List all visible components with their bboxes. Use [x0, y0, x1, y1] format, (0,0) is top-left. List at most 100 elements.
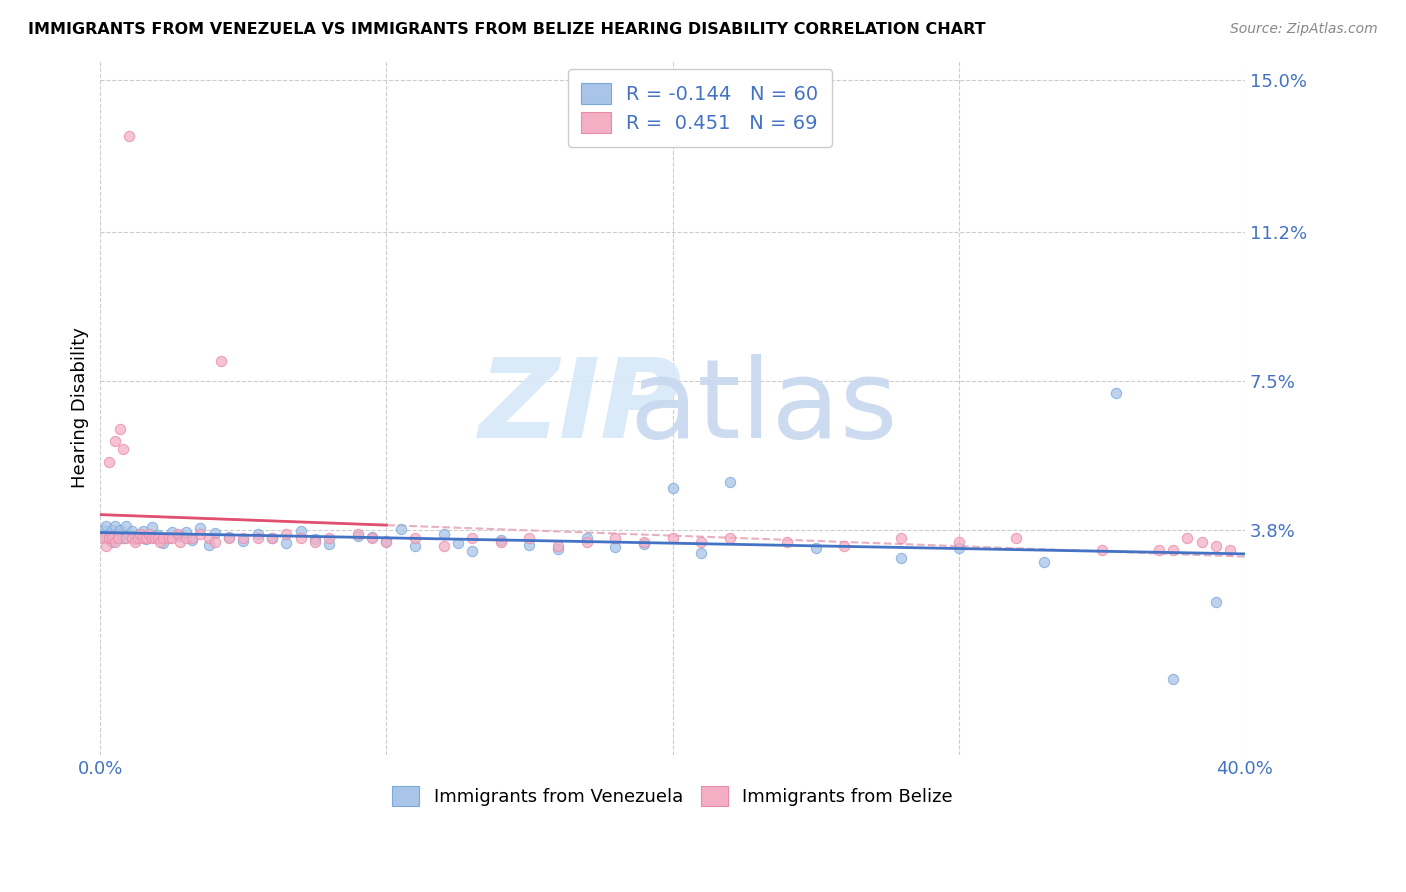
Point [404, 539, 426, 553]
Point [115, 519, 138, 533]
Point [260, 531, 283, 545]
Point [547, 542, 569, 557]
Point [146, 528, 169, 542]
Point [433, 539, 456, 553]
Point [218, 531, 240, 545]
Point [118, 527, 141, 541]
Point [690, 535, 713, 549]
Point [605, 540, 627, 554]
Point [276, 535, 298, 549]
Point [489, 533, 512, 547]
Point [209, 354, 232, 368]
Text: IMMIGRANTS FROM VENEZUELA VS IMMIGRANTS FROM BELIZE HEARING DISABILITY CORRELATI: IMMIGRANTS FROM VENEZUELA VS IMMIGRANTS … [28, 22, 986, 37]
Point [361, 530, 384, 544]
Point [246, 531, 269, 545]
Point [101, 535, 124, 549]
Point [346, 526, 368, 541]
Point [276, 526, 298, 541]
Point [141, 520, 163, 534]
Point [174, 524, 197, 539]
Point [447, 536, 470, 550]
Point [180, 533, 202, 548]
Point [138, 526, 160, 541]
Point [97, 531, 120, 545]
Point [1105, 386, 1128, 401]
Point [135, 531, 157, 545]
Point [1205, 595, 1227, 609]
Point [1033, 555, 1056, 569]
Point [160, 531, 183, 545]
Point [146, 531, 169, 545]
Point [890, 551, 912, 566]
Point [461, 544, 484, 558]
Point [661, 481, 683, 495]
Point [633, 535, 655, 549]
Point [1161, 672, 1184, 686]
Point [107, 531, 129, 545]
Point [127, 531, 149, 545]
Point [1091, 543, 1114, 558]
Point [519, 538, 541, 552]
Point [375, 534, 398, 549]
Point [104, 519, 127, 533]
Point [575, 531, 598, 545]
Point [633, 536, 655, 550]
Point [132, 531, 155, 545]
Point [575, 535, 598, 549]
Point [174, 531, 197, 545]
Point [433, 527, 456, 541]
Point [304, 535, 326, 549]
Point [661, 531, 683, 545]
Point [169, 529, 191, 543]
Point [690, 546, 713, 560]
Point [112, 532, 135, 546]
Point [166, 526, 188, 541]
Point [97, 527, 120, 541]
Point [129, 526, 152, 541]
Point [104, 434, 127, 449]
Point [94, 539, 117, 553]
Point [1191, 535, 1213, 549]
Point [204, 535, 226, 549]
Point [152, 531, 174, 545]
Point [91, 523, 114, 537]
Point [232, 534, 254, 549]
Point [948, 535, 970, 549]
Point [169, 535, 191, 549]
Point [121, 531, 143, 545]
Text: Source: ZipAtlas.com: Source: ZipAtlas.com [1230, 22, 1378, 37]
Point [101, 531, 124, 545]
Point [375, 535, 398, 549]
Point [318, 536, 340, 550]
Text: atlas: atlas [630, 354, 898, 461]
Point [198, 538, 221, 552]
Point [152, 536, 174, 550]
Point [141, 531, 163, 545]
Point [160, 524, 183, 539]
Point [1161, 543, 1184, 558]
Point [718, 475, 741, 489]
Point [948, 541, 970, 555]
Point [157, 531, 180, 545]
Point [97, 454, 120, 468]
Point [198, 531, 221, 545]
Point [489, 535, 512, 549]
Point [110, 524, 132, 538]
Point [605, 531, 627, 545]
Point [94, 519, 117, 533]
Point [461, 531, 484, 545]
Point [718, 531, 741, 545]
Point [290, 531, 312, 545]
Point [890, 531, 912, 545]
Point [290, 524, 312, 538]
Point [804, 541, 827, 555]
Point [1205, 539, 1227, 553]
Point [180, 531, 202, 545]
Point [776, 535, 799, 549]
Point [149, 535, 172, 549]
Point [124, 535, 146, 549]
Point [112, 442, 135, 457]
Point [519, 531, 541, 545]
Point [547, 539, 569, 553]
Point [107, 527, 129, 541]
